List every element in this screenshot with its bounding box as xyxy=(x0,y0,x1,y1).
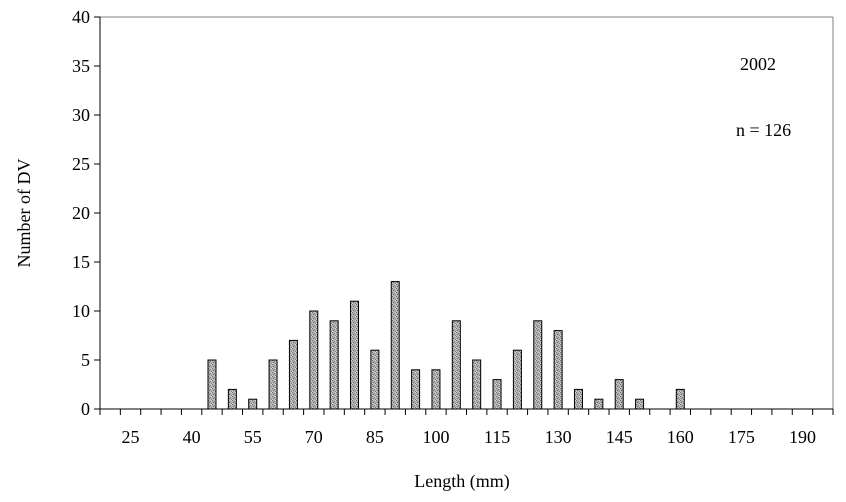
y-tick-label: 25 xyxy=(72,154,90,174)
plot-frame xyxy=(99,16,834,410)
y-tick-label: 20 xyxy=(72,203,90,223)
bar xyxy=(268,359,278,410)
annotation-year: 2002 xyxy=(740,54,776,74)
bar xyxy=(248,398,258,410)
bar xyxy=(288,339,298,410)
bar xyxy=(472,359,482,410)
y-axis: 0 5 10 15 20 25 30 35 40 xyxy=(72,7,100,419)
bar xyxy=(635,398,645,410)
bar xyxy=(390,281,400,410)
y-tick-label: 10 xyxy=(72,301,90,321)
x-tick-label: 70 xyxy=(305,427,323,447)
y-tick-label: 15 xyxy=(72,252,90,272)
x-axis: 25 40 55 70 85 100 115 130 145 160 175 190 xyxy=(99,409,834,447)
x-tick-label: 160 xyxy=(667,427,694,447)
bar xyxy=(370,349,380,410)
y-axis-title: Number of DV xyxy=(14,159,34,268)
x-tick-label: 175 xyxy=(728,427,755,447)
y-tick-label: 40 xyxy=(72,7,90,27)
bar xyxy=(512,349,522,410)
bar xyxy=(533,320,543,410)
bar xyxy=(594,398,604,410)
annotation-sample-size: n = 126 xyxy=(736,120,791,140)
bar xyxy=(329,320,339,410)
y-tick-label: 5 xyxy=(81,350,90,370)
bar xyxy=(207,359,217,410)
bar xyxy=(411,369,421,410)
x-tick-label: 40 xyxy=(183,427,201,447)
bar xyxy=(573,388,583,410)
bar xyxy=(675,388,685,410)
x-axis-title: Length (mm) xyxy=(414,471,509,492)
bar xyxy=(431,369,441,410)
y-tick-label: 0 xyxy=(81,399,90,419)
bar xyxy=(451,320,461,410)
x-tick-label: 100 xyxy=(422,427,449,447)
y-tick-label: 35 xyxy=(72,56,90,76)
bars xyxy=(207,281,685,410)
bar xyxy=(309,310,319,410)
x-tick-label: 145 xyxy=(606,427,633,447)
x-tick-label: 115 xyxy=(484,427,510,447)
bar xyxy=(350,300,360,410)
x-tick-label: 55 xyxy=(244,427,262,447)
x-tick-label: 85 xyxy=(366,427,384,447)
bar xyxy=(492,379,502,410)
bar xyxy=(614,379,624,410)
y-tick-label: 30 xyxy=(72,105,90,125)
x-tick-label: 25 xyxy=(122,427,140,447)
x-tick-label: 130 xyxy=(545,427,572,447)
x-tick-label: 190 xyxy=(789,427,816,447)
bar xyxy=(227,388,237,410)
bar xyxy=(553,330,563,410)
